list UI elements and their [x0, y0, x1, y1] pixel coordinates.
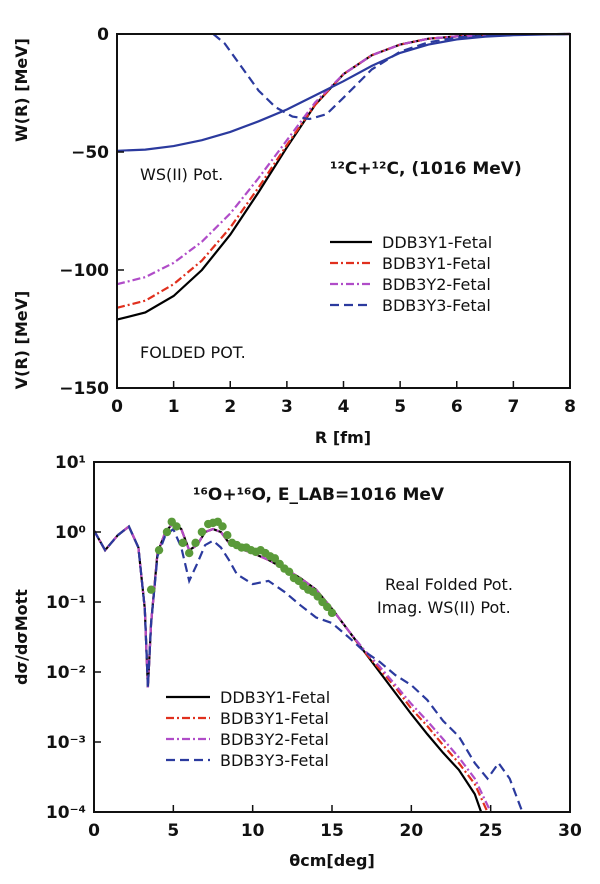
cross-section-y-axis-label: dσ/dσMott	[12, 589, 31, 685]
potential-x-tick-label: 5	[394, 397, 406, 417]
potential-legend: DDB3Y1-Fetal BDB3Y1-Fetal BDB3Y2-Fetal BDB3…	[330, 233, 492, 315]
cross-section-y-tick-label: 10⁰	[55, 523, 86, 543]
potential-x-tick-label: 0	[111, 397, 123, 417]
potential-x-tick-label: 8	[564, 397, 576, 417]
cross-section-legend-label: BDB3Y2-Fetal	[220, 730, 329, 749]
potential-x-tick-label: 3	[281, 397, 293, 417]
cross-section-y-tick-label: 10⁻¹	[46, 593, 86, 613]
cross-section-x-tick-label: 20	[399, 821, 423, 841]
cross-section-x-tick-label: 10	[241, 821, 265, 841]
imag-ws-annotation: Imag. WS(II) Pot.	[377, 598, 511, 617]
cross-section-x-ticks: 0 5 10 15 20 25 30	[88, 805, 582, 841]
cross-section-data-point	[218, 522, 227, 531]
real-folded-annotation: Real Folded Pot.	[385, 575, 513, 594]
cross-section-data-point	[327, 608, 337, 618]
cross-section-data-point	[185, 548, 194, 558]
cross-section-data-point	[191, 538, 200, 548]
potential-x-axis-label: R [fm]	[315, 428, 371, 447]
cross-section-x-tick-label: 25	[479, 821, 503, 841]
potential-legend-label: BDB3Y2-Fetal	[382, 275, 491, 294]
cross-section-data-point	[313, 592, 322, 601]
potential-y-tick-label: −100	[59, 261, 109, 281]
potential-panel: 0 1 2 3 4 5 6 7 8 0 −50 −100 −150 R [fm] W(R) [MeV]…	[12, 25, 576, 447]
cross-section-data-points	[146, 517, 337, 618]
potential-x-tick-label: 4	[338, 397, 350, 417]
cross-section-data-point	[172, 522, 181, 531]
potential-x-ticks: 0 1 2 3 4 5 6 7 8	[111, 381, 576, 417]
potential-y-tick-label: −50	[71, 143, 109, 163]
potential-x-tick-label: 2	[224, 397, 236, 417]
potential-x-tick-label: 1	[168, 397, 180, 417]
cross-section-panel: 0 5 10 15 20 25 30 10¹ 10⁰ 10⁻¹ 10⁻² 10⁻³ 10⁻⁴ θcm[…	[12, 453, 582, 870]
cross-section-y-tick-label: 10⁻²	[46, 663, 86, 683]
cross-section-x-axis-label: θcm[deg]	[289, 851, 375, 870]
potential-series-4	[116, 32, 571, 152]
real-potential-annotation: FOLDED POT.	[140, 343, 246, 362]
cross-section-y-tick-label: 10⁻³	[46, 733, 86, 753]
cross-section-data-point	[146, 585, 156, 594]
cross-section-series-3	[94, 524, 524, 812]
cross-section-data-point	[154, 545, 164, 555]
potential-real-y-axis-label: V(R) [MeV]	[12, 291, 31, 390]
potential-system-annotation: ¹²C+¹²C, (1016 MeV)	[330, 159, 522, 179]
potential-y-tick-label: 0	[97, 25, 109, 45]
cross-section-x-tick-label: 5	[167, 821, 179, 841]
cross-section-x-tick-label: 0	[88, 821, 100, 841]
cross-section-y-tick-label: 10¹	[55, 453, 86, 473]
cross-section-data-point	[178, 538, 188, 548]
cross-section-data-point	[223, 531, 232, 540]
potential-y-tick-label: −150	[59, 379, 109, 399]
cross-section-x-tick-label: 30	[558, 821, 582, 841]
cross-section-data-point	[323, 602, 332, 612]
cross-section-y-tick-label: 10⁻⁴	[46, 803, 86, 823]
imag-potential-annotation: WS(II) Pot.	[140, 165, 223, 184]
cross-section-y-ticks: 10¹ 10⁰ 10⁻¹ 10⁻² 10⁻³ 10⁻⁴	[46, 453, 101, 823]
potential-legend-label: BDB3Y1-Fetal	[382, 254, 491, 273]
potential-legend-label: BDB3Y3-Fetal	[382, 296, 491, 315]
potential-legend-label: DDB3Y1-Fetal	[382, 233, 492, 252]
cross-section-data-point	[270, 554, 280, 563]
cross-section-legend-label: DDB3Y1-Fetal	[220, 688, 330, 707]
cross-section-data-point	[197, 527, 207, 537]
cross-section-x-tick-label: 15	[320, 821, 344, 841]
cross-section-legend-label: BDB3Y1-Fetal	[220, 709, 329, 728]
cross-section-legend: DDB3Y1-Fetal BDB3Y1-Fetal BDB3Y2-Fetal BDB3…	[166, 688, 330, 770]
cross-section-system-annotation: ¹⁶O+¹⁶O, E_LAB=1016 MeV	[193, 485, 445, 505]
potential-x-tick-label: 7	[507, 397, 519, 417]
potential-x-tick-label: 6	[451, 397, 463, 417]
potential-imag-y-axis-label: W(R) [MeV]	[12, 38, 31, 142]
cross-section-data-point	[162, 527, 172, 537]
potential-y-ticks: 0 −50 −100 −150	[59, 25, 124, 399]
cross-section-data-point	[284, 567, 294, 577]
cross-section-plot-frame	[93, 461, 571, 813]
cross-section-legend-label: BDB3Y3-Fetal	[220, 751, 329, 770]
potential-plot-frame	[116, 33, 571, 389]
